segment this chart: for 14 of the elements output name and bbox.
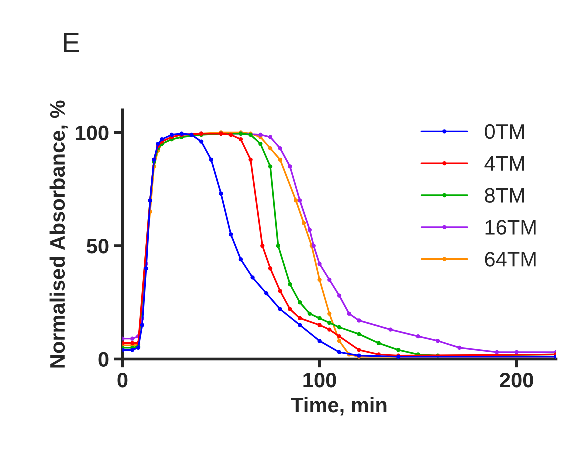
legend-label: 0TM <box>485 124 524 140</box>
y-tick-label: 50 <box>87 238 109 254</box>
legend-label: 4TM <box>484 156 524 171</box>
legend-label: 16TM <box>486 220 536 235</box>
y-tick-label: 100 <box>76 126 109 140</box>
x-tick-label: 200 <box>500 372 534 388</box>
x-tick-label: 0 <box>118 372 128 388</box>
y-axis-title: Normalised Absorbance, % <box>50 100 68 368</box>
chart-title: E <box>64 33 80 52</box>
legend-label: 8TM <box>485 188 524 203</box>
legend-label: 64TM <box>485 252 536 267</box>
x-tick-label: 100 <box>304 372 336 388</box>
y-tick-label: 0 <box>98 352 109 367</box>
x-axis-title: Time, min <box>291 397 387 416</box>
